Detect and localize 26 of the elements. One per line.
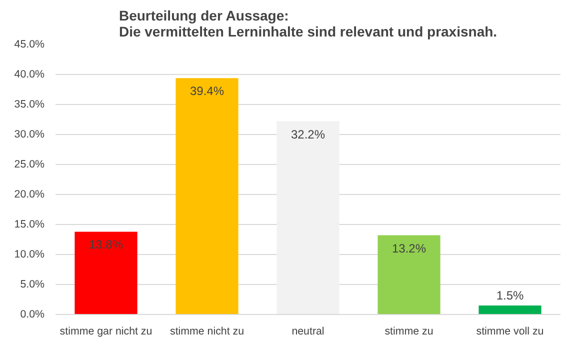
x-tick-label: stimme zu [384, 326, 434, 338]
bar [276, 121, 340, 314]
x-tick-label: neutral [292, 326, 324, 338]
y-tick-label: 45.0% [14, 38, 46, 50]
y-tick-label: 5.0% [20, 278, 46, 290]
data-label: 32.2% [290, 127, 326, 142]
x-tick-label: stimme voll zu [476, 326, 544, 338]
y-tick-label: 35.0% [14, 98, 46, 110]
data-label: 13.2% [392, 241, 426, 256]
y-tick-label: 0.0% [20, 308, 46, 320]
y-tick-label: 10.0% [14, 248, 46, 260]
bar [478, 306, 542, 314]
y-tick-label: 30.0% [14, 128, 46, 140]
data-label: 39.4% [190, 84, 224, 98]
bar [176, 78, 238, 314]
y-tick-label: 25.0% [14, 158, 46, 170]
x-tick-label: stimme gar nicht zu [60, 326, 152, 338]
data-label: 13.8% [88, 238, 124, 252]
data-label: 1.5% [496, 288, 524, 302]
chart-title: Beurteilung der Aussage: Die vermittelten Lerninhalte sind relevant und praxisnah. [118, 8, 498, 40]
bar [378, 235, 440, 314]
y-tick-label: 15.0% [14, 218, 46, 230]
y-tick-label: 40.0% [14, 68, 46, 80]
x-tick-label: stimme nicht zu [170, 326, 244, 338]
bar [74, 232, 138, 314]
y-tick-label: 20.0% [14, 188, 46, 200]
